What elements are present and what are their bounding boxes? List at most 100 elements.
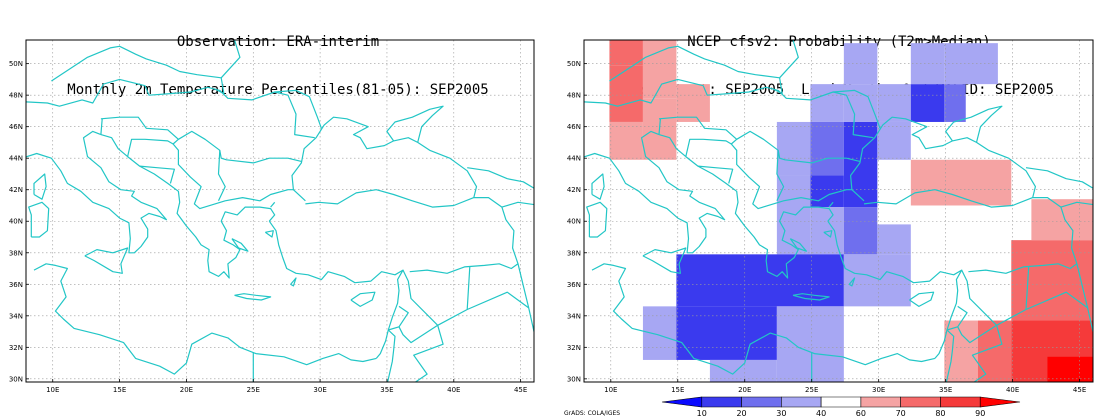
lon-tick-label: 40E bbox=[447, 386, 460, 394]
lon-tick-label: 20E bbox=[738, 386, 751, 394]
coastline bbox=[591, 263, 936, 375]
coastline bbox=[214, 77, 225, 95]
coastline bbox=[387, 329, 396, 382]
left-map-panel: 10E 15E 20E 25E 30E 35E 40E 45E 30N 32N 34N 36N 38N 4… bbox=[9, 39, 535, 394]
lon-tick-label: 35E bbox=[939, 386, 952, 394]
lon-tick-label: 25E bbox=[247, 386, 260, 394]
probability-cell bbox=[843, 84, 878, 122]
lon-tick-label: 20E bbox=[180, 386, 193, 394]
colorbar-label: 20 bbox=[736, 409, 746, 418]
grads-credit: GrADS: COLA/IGES bbox=[564, 410, 621, 417]
lat-tick-label: 36N bbox=[567, 281, 581, 289]
lat-tick-label: 32N bbox=[567, 344, 581, 352]
probability-cell bbox=[843, 207, 878, 255]
coastline bbox=[100, 134, 276, 279]
probability-cell bbox=[676, 84, 710, 122]
coastline bbox=[517, 263, 534, 333]
coastline bbox=[33, 173, 47, 200]
coastline bbox=[217, 150, 226, 202]
coastline bbox=[946, 305, 968, 331]
coastline bbox=[584, 130, 726, 254]
left-title-line1: Observation: ERA-interim bbox=[176, 34, 380, 50]
colorbar-swatch bbox=[940, 396, 981, 408]
coastline bbox=[849, 116, 1037, 202]
colorbar-label: 40 bbox=[816, 409, 826, 418]
lat-tick-label: 34N bbox=[9, 312, 23, 320]
coastline bbox=[388, 305, 409, 331]
coastline bbox=[398, 324, 439, 344]
coastline bbox=[1076, 263, 1093, 333]
coastline bbox=[823, 230, 833, 238]
coastline bbox=[591, 173, 605, 200]
colorbar-label: 10 bbox=[697, 409, 707, 418]
probability-cell bbox=[877, 224, 911, 255]
colorbar-swatch bbox=[701, 396, 742, 408]
left-map-title: Observation: ERA-interim Monthly 2m Temp… bbox=[22, 2, 534, 114]
lat-tick-label: 32N bbox=[9, 344, 23, 352]
lon-tick-label: 45E bbox=[1073, 386, 1086, 394]
lon-tick-label: 35E bbox=[380, 386, 393, 394]
colorbar-legend: 10 20 30 40 60 70 80 90 bbox=[661, 396, 1021, 418]
colorbar-swatch bbox=[820, 396, 862, 408]
left-panel-plot-area bbox=[26, 40, 534, 382]
colorbar-label: 60 bbox=[856, 409, 866, 418]
coastline bbox=[51, 40, 241, 82]
coastline bbox=[466, 291, 530, 311]
colorbar-swatch bbox=[741, 396, 782, 408]
right-map-panel: 10E 15E 20E 25E 30E 35E 40E 45E 30N 32N 34N 36N 38N 4… bbox=[567, 39, 1120, 394]
colorbar-swatch bbox=[860, 396, 901, 408]
probability-cell bbox=[810, 84, 844, 122]
lat-tick-label: 50N bbox=[567, 60, 581, 68]
coastline bbox=[828, 201, 834, 208]
probability-cell bbox=[843, 254, 911, 307]
lat-tick-label: 46N bbox=[567, 123, 581, 131]
coastline bbox=[1106, 146, 1120, 248]
lat-tick-label: 30N bbox=[567, 375, 581, 383]
coastline bbox=[100, 116, 302, 164]
coastline bbox=[268, 220, 404, 359]
lat-tick-label: 48N bbox=[567, 92, 581, 100]
probability-cell bbox=[810, 175, 844, 208]
coastline bbox=[833, 89, 881, 129]
probability-cell bbox=[1047, 356, 1093, 382]
coastline bbox=[350, 291, 376, 307]
lat-tick-label: 48N bbox=[9, 92, 23, 100]
coastline bbox=[402, 269, 444, 382]
coastline bbox=[1025, 167, 1093, 208]
map-frame bbox=[583, 39, 1094, 383]
coastline bbox=[290, 277, 297, 287]
lat-tick-label: 42N bbox=[9, 186, 23, 194]
coastline bbox=[100, 118, 103, 135]
lat-tick-label: 40N bbox=[9, 218, 23, 226]
coastline bbox=[957, 324, 997, 344]
probability-cell bbox=[877, 121, 911, 160]
coastline bbox=[172, 138, 294, 210]
probability-cell bbox=[944, 84, 966, 122]
coastline bbox=[270, 201, 276, 208]
colorbar-label: 80 bbox=[935, 409, 945, 418]
coastline bbox=[26, 130, 167, 254]
lon-tick-label: 45E bbox=[514, 386, 527, 394]
colorbar-label: 30 bbox=[776, 409, 786, 418]
coastline bbox=[234, 293, 272, 301]
probability-cell bbox=[609, 65, 643, 122]
colorbar-swatch bbox=[661, 396, 703, 408]
coastline bbox=[28, 201, 50, 238]
lon-tick-label: 30E bbox=[872, 386, 885, 394]
coastline bbox=[231, 238, 249, 252]
probability-cell bbox=[609, 121, 643, 160]
probability-cell bbox=[676, 254, 844, 307]
coastline bbox=[609, 40, 799, 82]
left-title-line2: Monthly 2m Temperature Percentiles(81-05… bbox=[67, 82, 489, 98]
probability-cell bbox=[776, 306, 844, 382]
coastline bbox=[586, 201, 608, 238]
lat-tick-label: 38N bbox=[9, 249, 23, 257]
colorbar-swatch bbox=[781, 396, 822, 408]
coastline bbox=[863, 189, 1033, 208]
probability-cell bbox=[609, 40, 643, 66]
coastline bbox=[968, 197, 1078, 274]
coastline bbox=[945, 329, 955, 382]
coastline bbox=[291, 116, 478, 202]
lat-tick-label: 34N bbox=[567, 312, 581, 320]
